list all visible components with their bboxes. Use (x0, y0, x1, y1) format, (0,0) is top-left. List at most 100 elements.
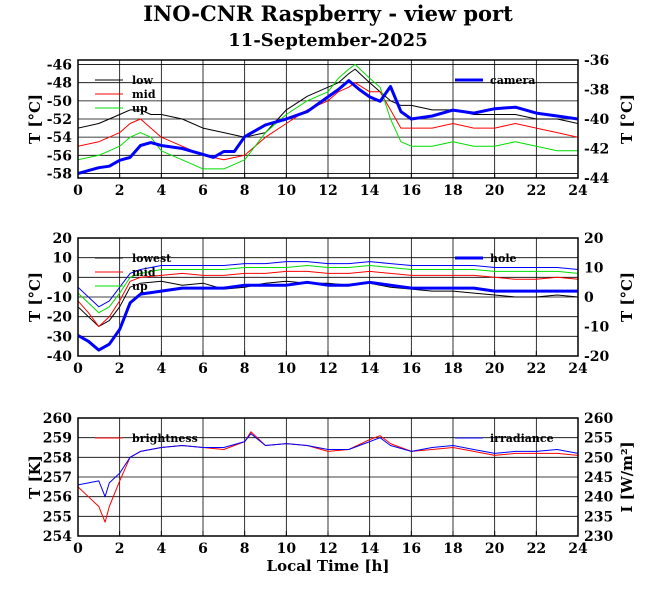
y-tick-label: -52 (47, 112, 72, 128)
x-tick-label: 18 (443, 183, 462, 199)
x-tick-label: 2 (115, 541, 125, 557)
legend-label-mid: mid (132, 266, 156, 279)
y2-tick-label: 10 (584, 261, 604, 277)
legend-label-up: up (132, 280, 148, 293)
y2-tick-label: 250 (584, 450, 613, 466)
x-tick-label: 8 (240, 361, 250, 377)
y2-tick-label: -40 (584, 112, 610, 128)
y-tick-label: -46 (47, 58, 72, 74)
y2-tick-label: 255 (584, 431, 613, 447)
x-tick-label: 4 (156, 183, 166, 199)
y-tick-label: -56 (47, 148, 72, 164)
y-tick-label: -30 (47, 329, 73, 345)
series-group (78, 64, 578, 176)
y2-tick-label: -36 (584, 53, 609, 69)
y2-tick-label: -10 (584, 320, 610, 336)
x-tick-label: 8 (240, 541, 250, 557)
y2-tick-label: 260 (584, 411, 613, 427)
y2-tick-label: -20 (584, 349, 610, 365)
series-line-hole (78, 280, 578, 352)
legend-label-mid: mid (132, 88, 156, 101)
series-line-series-3 (78, 261, 578, 308)
y-tick-label: -54 (47, 130, 73, 146)
x-tick-label: 6 (198, 541, 208, 557)
y-tick-label: 0 (62, 270, 72, 286)
chart-title: INO-CNR Raspberry - view port (143, 1, 513, 26)
y-tick-label: 255 (43, 509, 72, 525)
x-tick-label: 24 (568, 183, 588, 199)
x-tick-label: 20 (485, 183, 505, 199)
y2-tick-label: -42 (584, 142, 609, 158)
y-tick-label: 260 (43, 411, 72, 427)
x-tick-label: 0 (73, 541, 83, 557)
x-tick-label: 16 (402, 361, 421, 377)
chart-subtitle: 11-September-2025 (228, 30, 427, 51)
x-tick-label: 10 (277, 541, 297, 557)
legend-label-hole: hole (490, 252, 517, 265)
x-tick-label: 2 (115, 183, 125, 199)
x-tick-label: 20 (485, 361, 505, 377)
x-axis-label: Local Time [h] (267, 557, 390, 575)
y-axis-label: T [°C] (26, 94, 44, 144)
x-tick-label: 0 (73, 361, 83, 377)
x-tick-label: 0 (73, 183, 83, 199)
x-tick-label: 4 (156, 541, 166, 557)
y2-tick-label: 235 (584, 509, 613, 525)
series-line-irradiance (78, 433, 578, 498)
x-tick-label: 18 (443, 541, 462, 557)
x-tick-label: 14 (360, 361, 380, 377)
x-tick-label: 14 (360, 541, 380, 557)
series-line-mid (78, 270, 578, 327)
series-line-up (78, 265, 578, 314)
x-tick-label: 18 (443, 361, 462, 377)
x-tick-label: 12 (318, 361, 337, 377)
y-tick-label: 258 (43, 450, 72, 466)
x-tick-label: 6 (198, 183, 208, 199)
legend-label-low: low (132, 74, 154, 87)
y-tick-label: 10 (53, 251, 73, 267)
y-axis-label: T [K] (26, 455, 44, 499)
x-tick-label: 6 (198, 361, 208, 377)
x-tick-label: 14 (360, 183, 380, 199)
x-tick-label: 22 (527, 183, 546, 199)
panel-bottom-brightness-irradiance: 0 2 4 6 8 10 12 14 16 18 20 22 242542552562572582592… (26, 411, 636, 557)
x-tick-label: 12 (318, 541, 337, 557)
x-tick-label: 22 (527, 361, 546, 377)
y2-tick-label: 230 (584, 529, 613, 545)
x-tick-label: 16 (402, 541, 421, 557)
x-tick-label: 24 (568, 361, 588, 377)
y-tick-label: 257 (43, 470, 72, 486)
legend-label-up: up (132, 102, 148, 115)
y2-tick-label: 20 (584, 231, 604, 247)
y2-tick-label: -44 (584, 171, 610, 187)
legend-label-irradiance: irradiance (490, 432, 554, 445)
x-tick-label: 8 (240, 183, 250, 199)
series-line-mid (78, 82, 578, 161)
y2-tick-label: 0 (584, 290, 594, 306)
legend-label-lowest: lowest (132, 252, 172, 265)
y-tick-label: 20 (53, 231, 73, 247)
series-line-camera (78, 79, 578, 176)
y-tick-label: -20 (47, 310, 73, 326)
y2-tick-label: -38 (584, 83, 609, 99)
y-tick-label: 256 (43, 490, 72, 506)
y2-tick-label: 240 (584, 490, 613, 506)
y-tick-label: -58 (47, 166, 72, 182)
y-tick-label: 259 (43, 431, 72, 447)
legend-label-camera: camera (490, 74, 535, 87)
series-group (78, 261, 578, 352)
x-tick-label: 20 (485, 541, 505, 557)
panel-middle-hole-temperatures: 0 2 4 6 8 10 12 14 16 18 20 22 24-40-30-20-1001020-2… (26, 231, 636, 377)
y-tick-label: -48 (47, 76, 72, 92)
x-tick-label: 22 (527, 541, 546, 557)
y2-axis-label: T [°C] (618, 272, 636, 322)
y-axis-label: T [°C] (26, 272, 44, 322)
legend-label-brightness: brightness (132, 432, 198, 445)
x-tick-label: 10 (277, 361, 297, 377)
x-tick-label: 12 (318, 183, 337, 199)
x-tick-label: 24 (568, 541, 588, 557)
x-tick-label: 2 (115, 361, 125, 377)
panel-top-camera-temperatures: 0 2 4 6 8 10 12 14 16 18 20 22 24-58-56-54-52-50-48-… (26, 53, 636, 199)
x-tick-label: 10 (277, 183, 297, 199)
